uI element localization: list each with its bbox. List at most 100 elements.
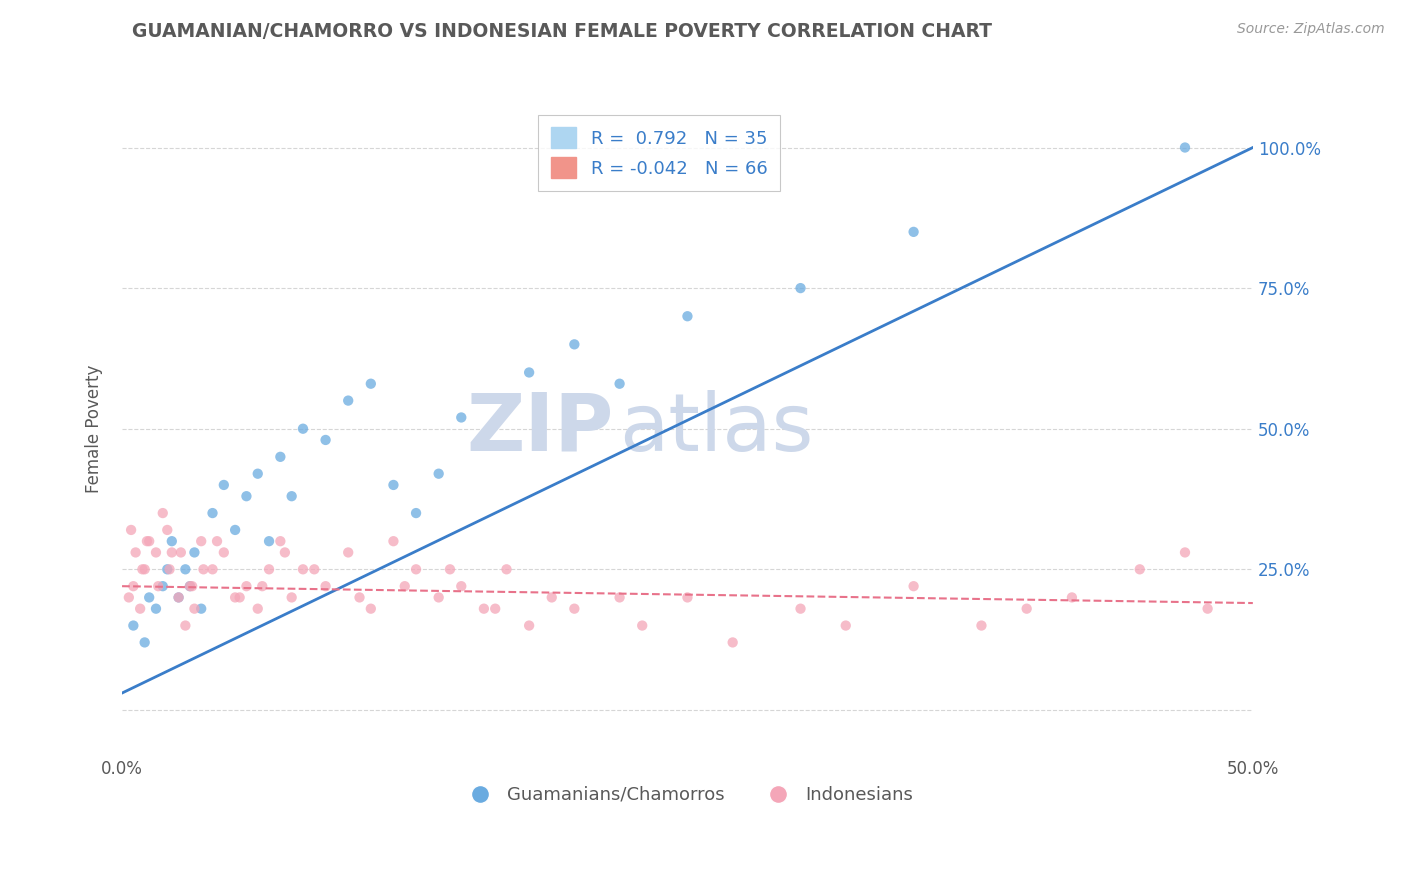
Point (1060, 591, 1083, 605)
Point (228, 591, 250, 605)
Point (315, 579, 337, 593)
Point (609, 376, 631, 391)
Point (450, 579, 472, 593)
Point (224, 523, 246, 537)
Point (152, 506, 174, 520)
Text: Source: ZipAtlas.com: Source: ZipAtlas.com (1237, 22, 1385, 37)
Point (394, 579, 416, 593)
Point (427, 591, 450, 605)
Point (167, 591, 190, 605)
Point (131, 562, 153, 576)
Point (122, 618, 145, 632)
Point (156, 523, 179, 537)
Point (257, 562, 280, 576)
Point (1174, 140, 1197, 154)
Point (145, 601, 167, 615)
Point (789, 601, 811, 615)
Point (495, 562, 517, 576)
Point (160, 545, 183, 559)
Point (517, 618, 540, 632)
Point (291, 562, 314, 576)
Legend: Guamanians/Chamorros, Indonesians: Guamanians/Chamorros, Indonesians (454, 779, 921, 811)
Point (138, 534, 160, 549)
Text: atlas: atlas (620, 390, 814, 467)
Point (138, 591, 160, 605)
Point (484, 601, 506, 615)
Point (156, 562, 179, 576)
Point (160, 534, 183, 549)
Point (235, 579, 257, 593)
Point (405, 506, 427, 520)
Point (360, 376, 382, 391)
Point (212, 478, 235, 492)
Point (349, 591, 371, 605)
Point (382, 478, 405, 492)
Point (472, 601, 495, 615)
Point (337, 393, 360, 408)
Point (1015, 601, 1038, 615)
Point (224, 591, 246, 605)
Point (174, 562, 197, 576)
Point (134, 635, 156, 649)
Point (145, 545, 167, 559)
Point (269, 534, 291, 549)
Point (152, 579, 174, 593)
Point (181, 579, 204, 593)
Point (134, 562, 156, 576)
Point (676, 591, 699, 605)
Point (120, 523, 142, 537)
Point (118, 591, 141, 605)
Point (903, 225, 925, 239)
Point (170, 545, 193, 559)
Point (179, 579, 201, 593)
Point (835, 618, 858, 632)
Point (970, 618, 993, 632)
Point (252, 579, 274, 593)
Point (246, 467, 269, 481)
Point (1197, 601, 1219, 615)
Text: ZIP: ZIP (467, 390, 614, 467)
Point (183, 545, 205, 559)
Point (201, 562, 224, 576)
Point (450, 410, 472, 425)
Point (124, 545, 146, 559)
Point (721, 635, 744, 649)
Point (205, 534, 228, 549)
Point (190, 534, 212, 549)
Point (427, 467, 450, 481)
Point (903, 579, 925, 593)
Point (193, 562, 215, 576)
Point (190, 601, 212, 615)
Point (291, 422, 314, 436)
Point (159, 562, 181, 576)
Point (246, 601, 269, 615)
Point (315, 433, 337, 447)
Point (174, 618, 197, 632)
Point (235, 489, 257, 503)
Point (631, 618, 654, 632)
Point (212, 545, 235, 559)
Point (148, 579, 170, 593)
Point (201, 506, 224, 520)
Point (676, 310, 699, 324)
Point (304, 562, 326, 576)
Point (1129, 562, 1152, 576)
Point (1174, 545, 1197, 559)
Point (280, 489, 302, 503)
Point (167, 591, 190, 605)
Point (179, 579, 201, 593)
Point (517, 366, 540, 380)
Point (540, 591, 562, 605)
Point (337, 545, 360, 559)
Point (382, 534, 405, 549)
Point (274, 545, 297, 559)
Point (136, 534, 159, 549)
Point (183, 601, 205, 615)
Point (122, 579, 145, 593)
Point (789, 281, 811, 295)
Point (280, 591, 302, 605)
Point (129, 601, 152, 615)
Point (269, 450, 291, 464)
Point (564, 337, 586, 351)
Point (609, 591, 631, 605)
